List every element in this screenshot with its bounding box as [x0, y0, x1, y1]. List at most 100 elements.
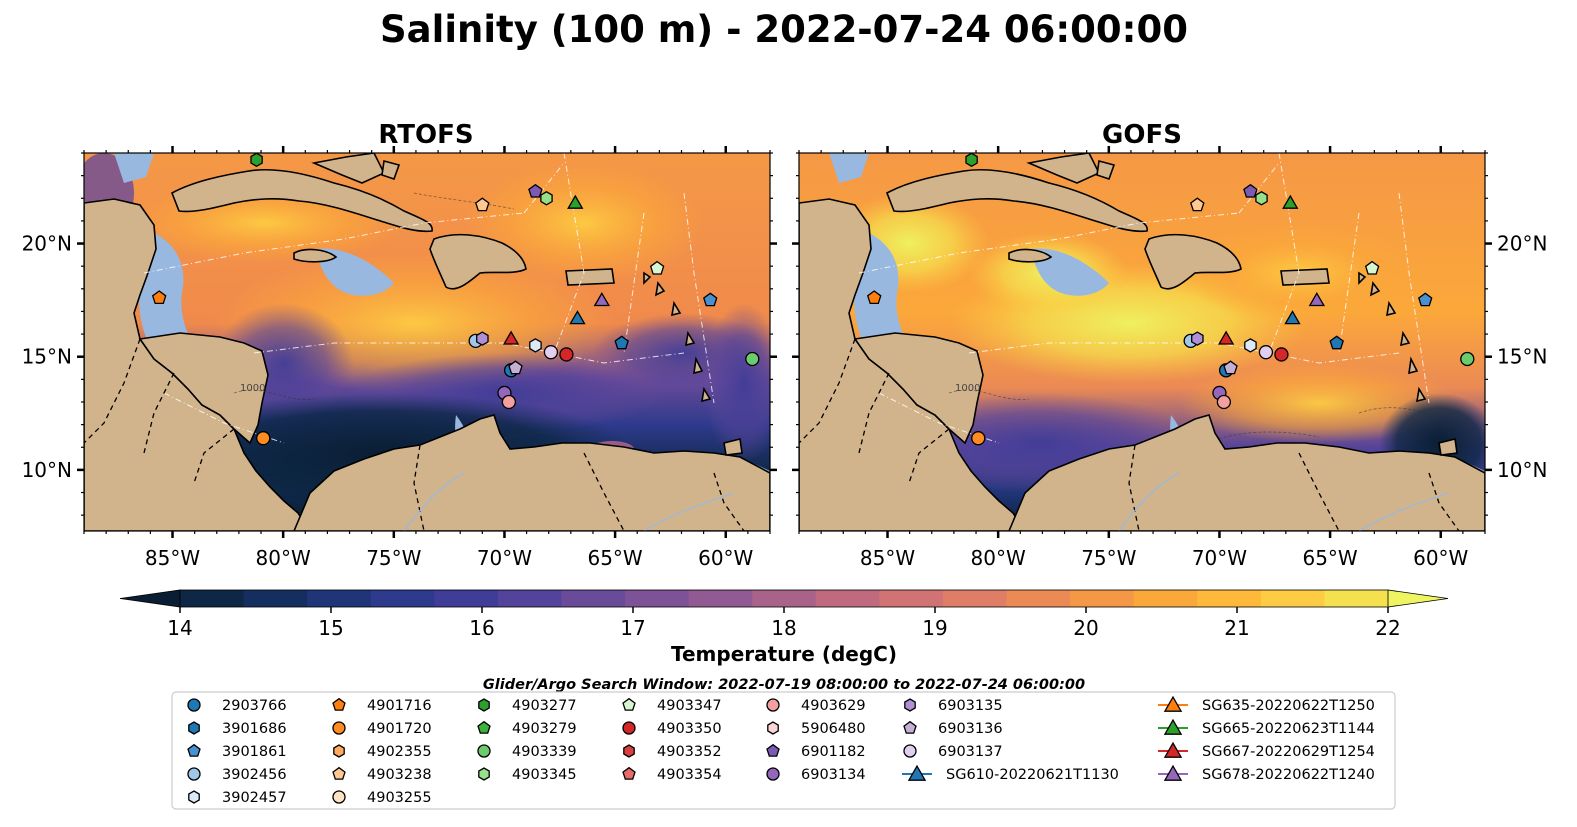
- colorbar-segment: [815, 590, 880, 607]
- observation-marker: [649, 260, 665, 275]
- observation-marker: [475, 197, 490, 212]
- legend-marker: [1163, 764, 1183, 781]
- colorbar-segment: [243, 590, 308, 607]
- colorbar-segment: [1133, 590, 1198, 607]
- observation-marker: [1216, 394, 1232, 410]
- legend-marker: [478, 698, 490, 712]
- colorbar-segment: [625, 590, 690, 607]
- observations-rtofs: [151, 153, 760, 446]
- figure-title: Salinity (100 m) - 2022-07-24 06:00:00: [380, 8, 1188, 51]
- legend-label: SG667-20220629T1254: [1202, 744, 1375, 760]
- observation-marker: [250, 153, 263, 168]
- observation-marker: [1308, 292, 1326, 307]
- legend-box: [171, 691, 1396, 810]
- legend-label: 4903347: [657, 698, 722, 714]
- depth-contours-gofs: [948, 389, 1440, 440]
- observation-marker: [501, 394, 517, 410]
- depth-contours-rtofs: [233, 192, 605, 440]
- legend-label: SG665-20220623T1144: [1202, 721, 1375, 737]
- colorbar-tick-label: 14: [167, 616, 192, 640]
- legend-label: 4902355: [367, 744, 432, 760]
- lon-tick-label: 60°W: [698, 546, 753, 570]
- legend-marker: [904, 698, 916, 712]
- observation-marker: [1284, 310, 1301, 325]
- legend-marker: [907, 764, 927, 781]
- observation-marker: [1364, 260, 1380, 275]
- legend-label: 4903345: [512, 767, 577, 783]
- colorbar-tick-label: 15: [318, 616, 343, 640]
- observations-gofs: [866, 153, 1475, 446]
- lat-tick-label: 10°N: [1497, 458, 1547, 482]
- observation-marker: [1418, 292, 1433, 307]
- legend-label: 5906480: [801, 721, 866, 737]
- colorbar-label: Temperature (degC): [671, 642, 897, 666]
- legend-header: Glider/Argo Search Window: 2022-07-19 08…: [483, 677, 1085, 693]
- lon-tick-label: 70°W: [477, 546, 532, 570]
- panel-rtofs: RTOFS: [22, 120, 784, 570]
- map-gofs[interactable]: 1000: [779, 153, 1499, 533]
- observation-marker: [1190, 197, 1205, 212]
- legend-marker: [332, 766, 346, 780]
- lon-tick-label: 75°W: [366, 546, 421, 570]
- lon-tick-label: 85°W: [145, 546, 200, 570]
- legend-label: 4903255: [367, 790, 432, 806]
- legend-marker: [187, 743, 201, 757]
- legend-marker: [903, 720, 917, 734]
- observation-marker: [866, 290, 882, 305]
- axis-ticks-gofs: 85°W 80°W 75°W 70°W 65°W 60°W 20°N 15°N 10°N: [792, 146, 1547, 570]
- legend-label: 3901861: [222, 744, 287, 760]
- observation-marker: [1223, 360, 1238, 375]
- colorbar-segment: [434, 590, 499, 607]
- observation-marker: [971, 431, 986, 446]
- legend-marker: [1163, 695, 1183, 712]
- lat-tick-label: 15°N: [22, 345, 72, 369]
- observation-marker: [508, 360, 523, 375]
- lon-tick-label: 85°W: [860, 546, 915, 570]
- legend-marker: [187, 767, 201, 781]
- field-patch: [704, 303, 770, 463]
- legend-marker: [903, 744, 917, 758]
- colorbar-segment: [497, 590, 562, 607]
- lon-tick-label: 80°W: [971, 546, 1026, 570]
- panel-title-rtofs: RTOFS: [378, 120, 473, 150]
- observation-marker: [614, 335, 629, 350]
- legend-marker: [188, 790, 200, 804]
- observation-marker: [528, 183, 543, 198]
- lon-tick-label: 60°W: [1413, 546, 1468, 570]
- colorbar-tick-label: 16: [469, 616, 494, 640]
- lon-tick-label: 70°W: [1192, 546, 1247, 570]
- legend-label: SG635-20220622T1250: [1202, 698, 1375, 714]
- legend-marker: [332, 697, 346, 711]
- lat-tick-label: 15°N: [1497, 345, 1547, 369]
- map-rtofs[interactable]: 1000: [74, 153, 784, 531]
- observation-marker: [567, 194, 584, 209]
- legend-marker: [477, 720, 491, 734]
- legend-label: 6901182: [801, 744, 866, 760]
- colorbar-segment: [1324, 590, 1389, 607]
- observation-marker: [540, 191, 553, 206]
- colorbar-segment: [879, 590, 944, 607]
- lat-tick-label: 10°N: [22, 458, 72, 482]
- legend-marker: [187, 698, 201, 712]
- country-borders-gofs: [799, 338, 1460, 531]
- legend-marker: [332, 721, 346, 735]
- colorbar-segment: [370, 590, 435, 607]
- legend-marker: [478, 767, 490, 781]
- lon-tick-label: 65°W: [587, 546, 642, 570]
- lat-tick-label: 20°N: [22, 232, 72, 256]
- observation-marker: [745, 351, 760, 367]
- panel-gofs: GOFS: [779, 120, 1547, 570]
- legend-marker: [767, 721, 779, 735]
- legend-marker: [332, 790, 346, 804]
- observation-marker: [1329, 335, 1344, 350]
- colorbar-segment: [942, 590, 1008, 607]
- legend-label: SG610-20220621T1130: [946, 767, 1119, 783]
- observation-marker: [593, 292, 611, 307]
- legend-label: 6903136: [938, 721, 1003, 737]
- observation-marker: [965, 153, 978, 168]
- legend-label: 4903339: [512, 744, 577, 760]
- observation-marker: [1258, 345, 1274, 360]
- legend-marker: [1163, 741, 1183, 758]
- axis-ticks-rtofs: 85°W 80°W 75°W 70°W 65°W 60°W 20°N 15°N 10°N: [22, 146, 777, 570]
